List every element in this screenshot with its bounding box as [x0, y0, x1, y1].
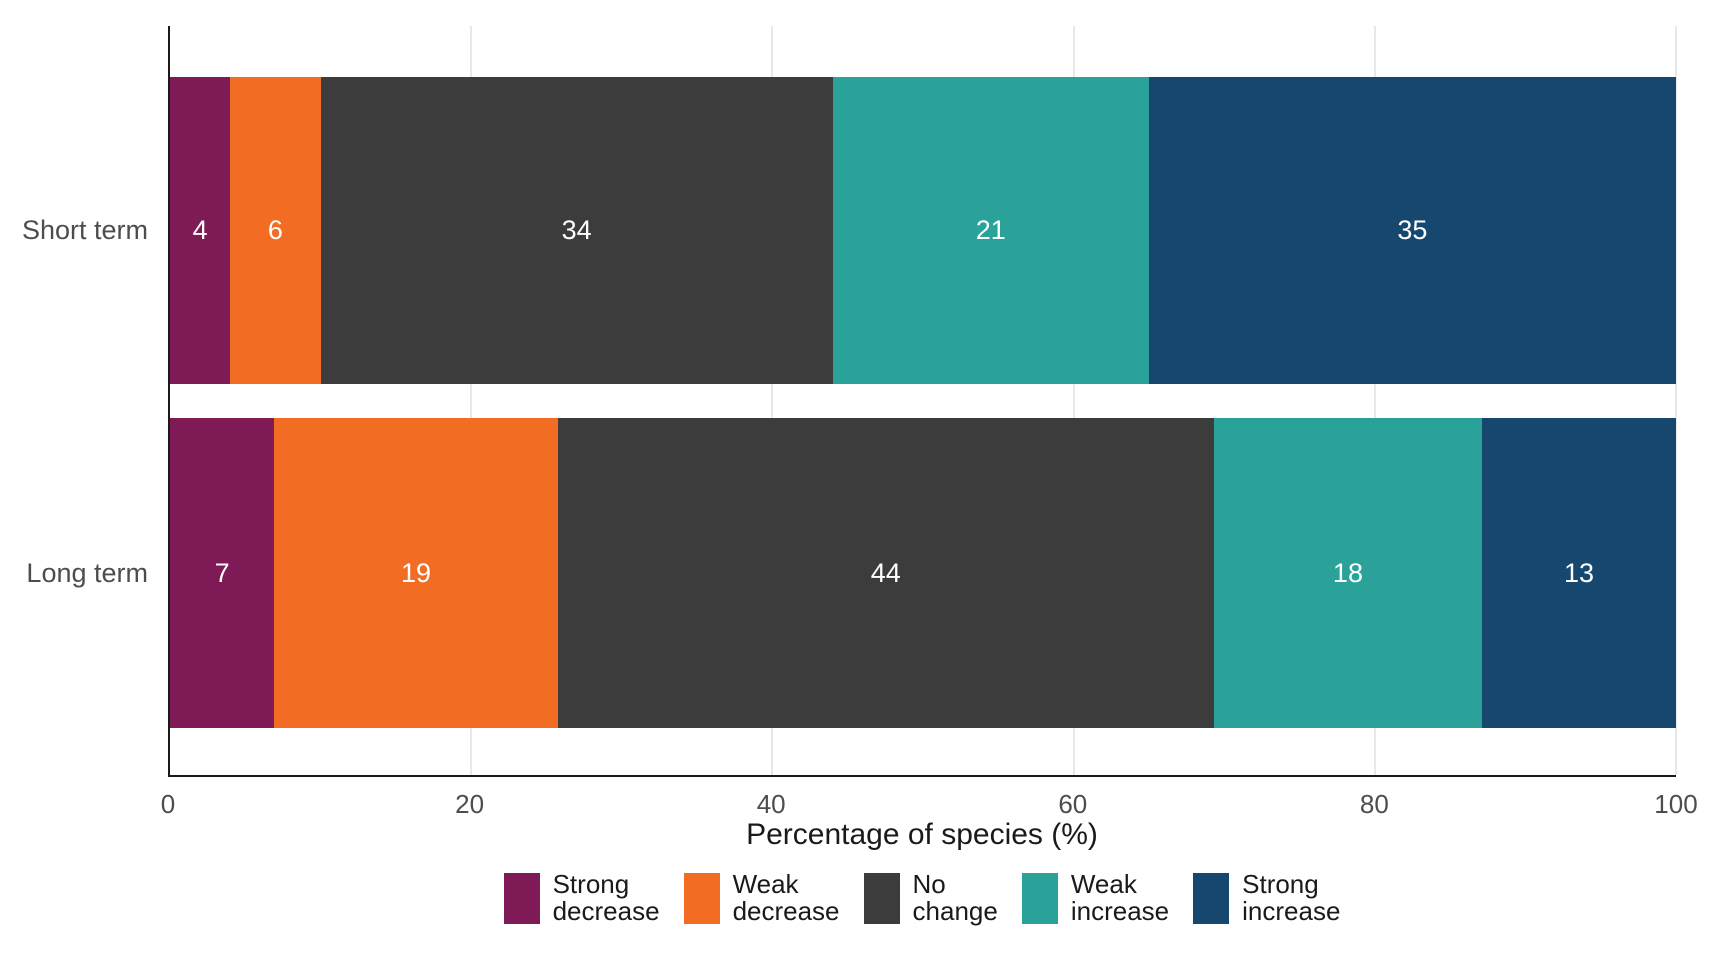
- bar-long-term: 7 19 44 18 13: [170, 418, 1676, 728]
- bar-value-label: 35: [1397, 215, 1428, 245]
- category-label-long-term: Long term: [26, 558, 148, 588]
- bar-value-label: 6: [267, 215, 283, 245]
- x-tick-label-20: 20: [455, 789, 485, 819]
- legend-label-line: change: [912, 896, 998, 926]
- bar-segment-weak-increase: 21: [832, 77, 1149, 384]
- legend-label-weak-increase: Weak increase: [1071, 871, 1169, 925]
- legend-swatch-strong-decrease: [503, 872, 540, 924]
- legend-item-weak-increase: Weak increase: [1021, 871, 1169, 925]
- bar-segment-strong-increase: 13: [1482, 418, 1676, 728]
- bar-value-label: 34: [561, 215, 592, 245]
- legend-swatch-weak-decrease: [683, 872, 720, 924]
- bar-value-label: 19: [401, 557, 432, 588]
- legend-swatch-strong-increase: [1193, 872, 1230, 924]
- bar-segment-strong-increase: 35: [1148, 77, 1676, 384]
- gridline-x-80: [1373, 26, 1376, 775]
- bar-value-label: 21: [975, 215, 1006, 245]
- legend-item-weak-decrease: Weak decrease: [683, 871, 840, 925]
- bar-segment-weak-decrease: 6: [230, 77, 321, 384]
- bar-value-label: 7: [214, 557, 230, 588]
- bar-segment-weak-increase: 18: [1213, 418, 1483, 728]
- bar-segment-no-change: 34: [320, 77, 833, 384]
- legend-label-strong-decrease: Strong decrease: [553, 871, 660, 925]
- legend-label-no-change: No change: [913, 871, 998, 925]
- bar-short-term: 4 6 34 21 35: [170, 77, 1676, 384]
- legend-label-strong-increase: Strong increase: [1242, 871, 1340, 925]
- legend-label-line: increase: [1242, 896, 1341, 926]
- bar-segment-weak-decrease: 19: [274, 418, 558, 728]
- x-tick-label-0: 0: [160, 789, 176, 819]
- legend-swatch-weak-increase: [1021, 872, 1058, 924]
- gridline-x-100: [1675, 26, 1677, 775]
- x-tick-label-100: 100: [1654, 789, 1698, 819]
- bar-segment-strong-decrease: 4: [170, 77, 231, 384]
- legend-label-line: No: [912, 869, 946, 899]
- bar-segment-no-change: 44: [557, 418, 1214, 728]
- x-tick-label-60: 60: [1058, 789, 1088, 819]
- legend-item-strong-decrease: Strong decrease: [503, 871, 660, 925]
- bar-value-label: 18: [1332, 557, 1363, 588]
- gridline-x-40: [771, 26, 774, 775]
- legend: Strong decrease Weak decrease No change …: [168, 871, 1676, 925]
- legend-swatch-no-change: [863, 872, 900, 924]
- bar-value-label: 13: [1564, 557, 1595, 588]
- bar-value-label: 4: [192, 215, 208, 245]
- plot-area: 4 6 34 21 35 7 19 44 18 13: [168, 26, 1677, 777]
- bar-value-label: 44: [870, 557, 901, 588]
- legend-label-line: Strong: [552, 869, 630, 899]
- x-tick-label-40: 40: [756, 789, 786, 819]
- gridline-x-60: [1072, 26, 1075, 775]
- bar-segment-strong-decrease: 7: [170, 418, 275, 728]
- category-label-short-term: Short term: [21, 215, 148, 245]
- legend-label-line: increase: [1070, 896, 1170, 926]
- legend-label-line: Weak: [1070, 869, 1137, 899]
- x-axis-tick-labels: 0 20 40 60 80 100: [161, 789, 1698, 819]
- legend-label-line: decrease: [552, 896, 660, 926]
- x-axis-title: Percentage of species (%): [746, 818, 1098, 851]
- legend-item-strong-increase: Strong increase: [1193, 871, 1340, 925]
- legend-label-line: decrease: [732, 896, 840, 926]
- gridline-x-20: [470, 26, 473, 775]
- x-tick-label-80: 80: [1359, 789, 1389, 819]
- legend-label-weak-decrease: Weak decrease: [733, 871, 840, 925]
- legend-label-line: Strong: [1242, 869, 1319, 899]
- legend-label-line: Weak: [732, 869, 799, 899]
- legend-item-no-change: No change: [863, 871, 998, 925]
